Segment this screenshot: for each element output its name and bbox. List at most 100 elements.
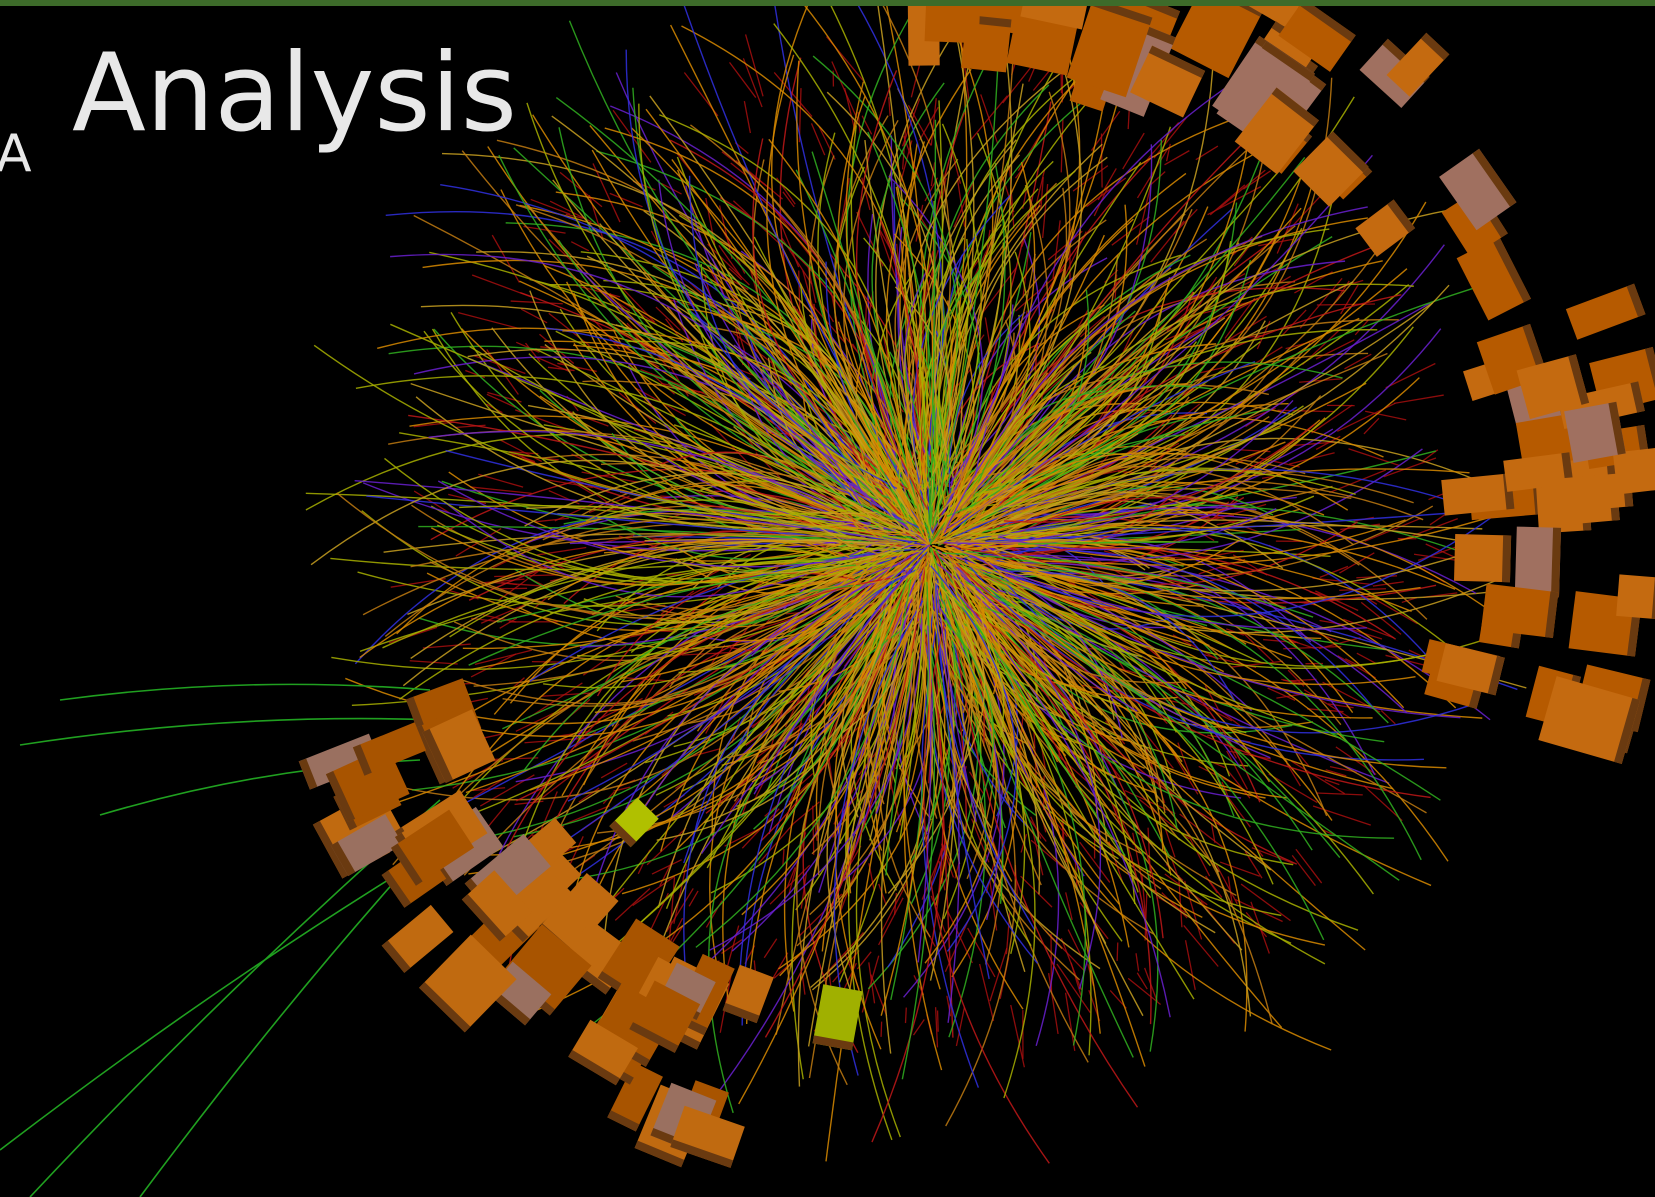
track bbox=[526, 102, 881, 490]
hit bbox=[570, 241, 590, 252]
block bbox=[1020, 0, 1093, 30]
track bbox=[577, 551, 909, 657]
track bbox=[1003, 423, 1315, 523]
hit bbox=[388, 626, 438, 644]
block-face bbox=[1020, 0, 1093, 30]
track bbox=[399, 560, 872, 700]
track bbox=[355, 375, 887, 534]
hit bbox=[1344, 353, 1372, 370]
hit bbox=[510, 300, 563, 305]
hit bbox=[934, 1007, 939, 1048]
block-side bbox=[609, 820, 637, 848]
track bbox=[529, 290, 881, 515]
block-side bbox=[391, 843, 423, 886]
track bbox=[930, 123, 982, 508]
hit bbox=[1184, 276, 1218, 330]
track bbox=[753, 560, 920, 795]
block-side bbox=[1644, 346, 1655, 400]
hit bbox=[1020, 875, 1053, 908]
hit bbox=[929, 848, 943, 890]
track bbox=[688, 175, 920, 529]
hit bbox=[600, 762, 628, 779]
hit bbox=[1316, 792, 1363, 796]
track bbox=[964, 560, 1424, 761]
block-side bbox=[1420, 32, 1450, 61]
hit bbox=[1240, 883, 1291, 922]
track bbox=[437, 480, 920, 568]
block bbox=[461, 870, 533, 942]
track bbox=[644, 538, 918, 546]
hit bbox=[668, 877, 676, 942]
track bbox=[673, 546, 905, 574]
track bbox=[880, 620, 926, 1054]
track bbox=[979, 283, 1414, 518]
track bbox=[954, 578, 1243, 951]
hit bbox=[1052, 220, 1061, 279]
track bbox=[995, 294, 1402, 509]
hit bbox=[730, 162, 747, 176]
block-side bbox=[1492, 236, 1531, 303]
hit bbox=[1245, 911, 1268, 938]
hit bbox=[1251, 847, 1294, 865]
track bbox=[467, 348, 873, 521]
track bbox=[678, 568, 887, 674]
track bbox=[934, 586, 990, 980]
track bbox=[934, 591, 968, 833]
hit bbox=[1307, 708, 1344, 713]
track bbox=[460, 559, 880, 705]
track bbox=[480, 577, 891, 906]
track bbox=[951, 317, 1360, 534]
block bbox=[1234, 87, 1319, 175]
track bbox=[996, 547, 1397, 640]
track bbox=[962, 622, 1159, 1052]
track bbox=[933, 154, 1021, 460]
hit bbox=[1219, 861, 1260, 877]
block-side bbox=[607, 1110, 640, 1132]
track bbox=[919, 224, 1002, 539]
hit bbox=[1343, 618, 1395, 639]
track bbox=[705, 554, 924, 814]
track bbox=[796, 60, 927, 532]
track bbox=[1000, 495, 1315, 544]
block-side bbox=[1201, 0, 1264, 17]
track bbox=[767, 357, 923, 536]
hit bbox=[880, 1021, 883, 1037]
track bbox=[949, 61, 1097, 464]
hit bbox=[763, 938, 778, 959]
hit bbox=[1319, 565, 1349, 579]
hit bbox=[1393, 394, 1444, 405]
hit bbox=[1135, 953, 1140, 972]
block-side bbox=[1501, 535, 1512, 583]
hit bbox=[470, 486, 532, 494]
hit bbox=[818, 126, 836, 160]
track bbox=[656, 568, 848, 624]
hit bbox=[1242, 170, 1272, 190]
block-side bbox=[330, 841, 356, 876]
hit bbox=[1147, 827, 1152, 879]
track bbox=[676, 169, 913, 518]
block bbox=[1386, 32, 1450, 97]
block bbox=[1216, 41, 1315, 147]
track bbox=[993, 527, 1451, 684]
track bbox=[949, 187, 1068, 489]
track bbox=[944, 364, 1137, 533]
block bbox=[1441, 473, 1515, 516]
hit bbox=[1225, 768, 1251, 799]
hit bbox=[1181, 383, 1206, 396]
hit bbox=[618, 392, 657, 425]
block bbox=[609, 797, 659, 848]
block-face bbox=[1481, 583, 1559, 638]
track bbox=[985, 508, 1500, 543]
block-side bbox=[629, 1022, 679, 1053]
tracks bbox=[0, 0, 1536, 1197]
track bbox=[544, 427, 860, 524]
hit bbox=[904, 1007, 907, 1024]
hit bbox=[1311, 404, 1353, 434]
hit bbox=[1184, 940, 1196, 991]
block-side bbox=[670, 1139, 734, 1168]
track bbox=[943, 206, 1368, 534]
track bbox=[313, 344, 859, 522]
hit bbox=[971, 818, 990, 863]
track bbox=[932, 614, 954, 1038]
hit bbox=[525, 342, 541, 363]
